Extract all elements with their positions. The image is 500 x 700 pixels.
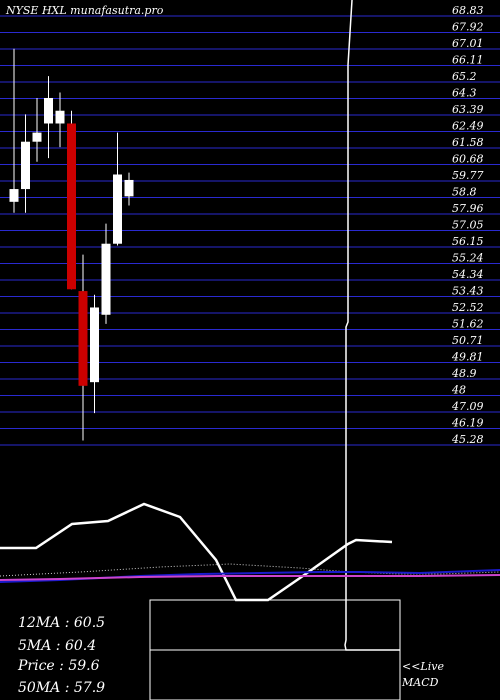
y-tick-label: 62.49	[452, 120, 484, 133]
y-tick-label: 65.2	[452, 70, 477, 83]
candlestick-series	[9, 48, 134, 441]
y-tick-label: 55.24	[452, 252, 484, 265]
candle-body-up	[90, 307, 99, 383]
candle-body-down	[67, 123, 76, 290]
candle-body-up	[9, 189, 19, 202]
ma-indicator-line	[0, 502, 393, 602]
y-tick-label: 59.77	[452, 169, 484, 182]
y-tick-label: 56.15	[452, 235, 484, 248]
y-tick-label: 63.39	[452, 103, 484, 116]
y-tick-label: 52.52	[452, 301, 484, 314]
y-tick-label: 58.8	[452, 186, 477, 199]
candle-body-up	[55, 110, 65, 124]
price-grid	[0, 15, 500, 446]
macd-purple-line	[0, 574, 500, 581]
y-tick-label: 60.68	[452, 153, 484, 166]
y-tick-label: 46.19	[451, 417, 484, 430]
signal-dotted-line	[0, 563, 500, 577]
macd-label: MACD	[401, 676, 439, 689]
chart-title: NYSE HXL munafasutra.pro	[5, 4, 164, 17]
y-tick-label: 67.92	[452, 21, 484, 34]
y-tick-label: 66.11	[452, 54, 484, 67]
y-tick-label: 49.81	[451, 351, 484, 364]
candle-body-up	[21, 141, 30, 190]
y-tick-label: 64.3	[452, 87, 477, 100]
y-tick-label: 57.05	[452, 219, 484, 232]
y-tick-label: 45.28	[451, 433, 484, 446]
y-tick-label: 61.58	[452, 136, 484, 149]
price-axis-ticks: 68.83 67.92 67.01 66.11 65.2 64.3 63.39 62.49 61…	[451, 4, 484, 446]
candle-body-up	[32, 132, 42, 142]
live-link[interactable]: <<Live	[402, 660, 444, 673]
y-tick-label: 68.83	[452, 4, 484, 17]
candle-body-up	[44, 97, 53, 124]
stat-50ma: 50MA : 57.9	[18, 680, 105, 696]
y-tick-label: 48	[451, 384, 466, 397]
candle-body-down	[78, 291, 88, 386]
y-tick-label: 67.01	[452, 37, 484, 50]
candle-body-up	[113, 174, 122, 244]
y-tick-label: 50.71	[452, 334, 484, 347]
y-tick-label: 54.34	[452, 268, 484, 281]
stat-price: Price : 59.6	[17, 658, 100, 674]
y-tick-label: 48.9	[451, 367, 477, 380]
candle-body-up	[101, 243, 111, 315]
y-tick-label: 51.62	[452, 318, 484, 331]
y-tick-label: 53.43	[452, 285, 484, 298]
stat-12ma: 12MA : 60.5	[18, 615, 105, 631]
stat-5ma: 5MA : 60.4	[18, 638, 96, 654]
y-tick-label: 57.96	[452, 202, 484, 215]
y-tick-label: 47.09	[451, 400, 484, 413]
candle-body-up	[124, 179, 134, 197]
